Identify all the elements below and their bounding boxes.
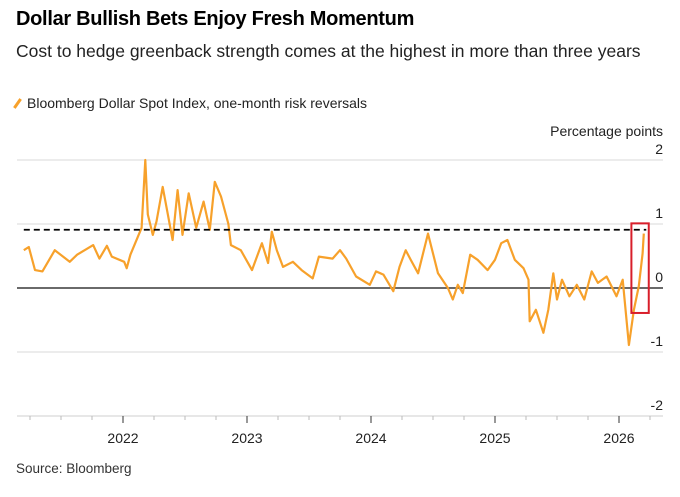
series-line-risk-reversals [23,158,645,347]
y-axis-unit-label: Percentage points [550,123,663,139]
legend-label: Bloomberg Dollar Spot Index, one-month r… [27,95,368,111]
legend: Bloomberg Dollar Spot Index, one-month r… [13,95,368,111]
y-tick-label: 1 [655,205,663,221]
x-tick-label: 2022 [107,430,138,446]
y-tick-label: -1 [651,333,664,349]
y-tick-label: -2 [651,397,664,413]
y-tick-label: 2 [655,141,663,157]
chart-title: Dollar Bullish Bets Enjoy Fresh Momentum [16,8,415,30]
source-note: Source: Bloomberg [16,461,132,476]
highlight-box [630,222,650,314]
x-tick-label: 2024 [355,430,386,446]
x-tick-label: 2025 [479,430,510,446]
x-tick-label: 2026 [603,430,634,446]
x-tick-label: 2023 [231,430,262,446]
chart-subtitle: Cost to hedge greenback strength comes a… [16,41,641,61]
y-tick-label: 0 [655,269,663,285]
